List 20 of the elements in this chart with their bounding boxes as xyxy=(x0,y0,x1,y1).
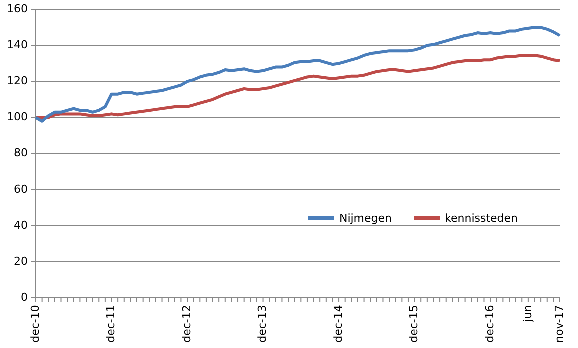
x-tick-label: nov-17 xyxy=(552,305,566,344)
x-tick-label: jun xyxy=(521,305,534,324)
legend-label: kennissteden xyxy=(445,212,518,225)
y-tick-label: 40 xyxy=(14,218,28,232)
x-tick-label: dec-11 xyxy=(104,305,118,343)
y-tick-label: 140 xyxy=(6,38,28,52)
x-tick-label: dec-12 xyxy=(180,305,194,343)
y-tick-label: 0 xyxy=(20,290,28,304)
x-tick-label: dec-14 xyxy=(332,305,345,343)
x-tick-label: dec-13 xyxy=(256,305,270,343)
x-tick-label: dec-10 xyxy=(28,305,42,343)
y-tick-label: 60 xyxy=(14,182,28,196)
x-tick-label: dec-15 xyxy=(408,305,421,343)
y-tick-label: 20 xyxy=(14,254,28,268)
y-tick-label: 80 xyxy=(14,146,28,160)
legend-label: Nijmegen xyxy=(339,212,392,225)
x-tick-label: dec-16 xyxy=(483,305,496,343)
y-tick-label: 160 xyxy=(6,2,28,16)
y-tick-label: 100 xyxy=(6,110,28,124)
y-tick-label: 120 xyxy=(6,74,28,88)
